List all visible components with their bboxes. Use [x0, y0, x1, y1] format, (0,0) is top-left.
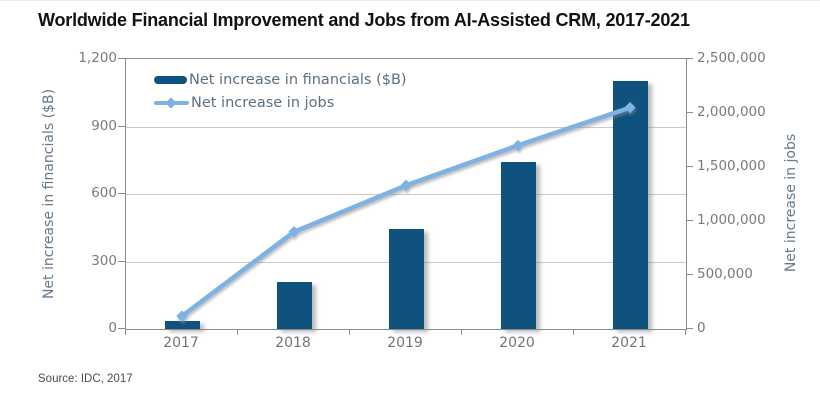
- legend-entry-label: Net increase in financials ($B): [189, 71, 407, 88]
- jobs-marker-2020: [512, 139, 524, 152]
- bar-2018: [277, 282, 312, 329]
- bar-2021: [613, 81, 648, 329]
- left-axis-tick-label: 600: [91, 185, 117, 201]
- legend-line-marker: [165, 96, 177, 109]
- right-axis-tick: [686, 220, 693, 221]
- left-axis-tick-label: 0: [108, 320, 117, 336]
- right-axis-tick: [686, 166, 693, 167]
- plot-area: Net increase in financials ($B) Net incre…: [125, 58, 687, 330]
- x-axis-tick: [125, 329, 126, 335]
- right-axis-tick: [686, 58, 693, 59]
- left-axis-title: Net increase in financials ($B): [41, 88, 57, 300]
- line-series: [176, 101, 636, 322]
- x-axis-tick: [237, 329, 238, 335]
- left-axis-tick: [118, 193, 125, 194]
- right-axis-tick-label: 2,000,000: [697, 104, 766, 120]
- right-axis-title: Net increase in jobs: [783, 133, 799, 273]
- right-axis-tick-label: 1,500,000: [697, 158, 766, 174]
- legend-entry: Net increase in jobs: [154, 91, 407, 114]
- x-axis-category-label: 2020: [499, 335, 535, 351]
- chart-title: Worldwide Financial Improvement and Jobs…: [38, 10, 690, 30]
- right-axis-tick-label: 500,000: [697, 266, 753, 282]
- legend-entry: Net increase in financials ($B): [154, 68, 407, 91]
- x-axis-category-label: 2017: [163, 335, 199, 351]
- x-axis-tick: [573, 329, 574, 335]
- left-axis-tick-label: 1,200: [78, 50, 117, 66]
- jobs-line: [179, 105, 633, 319]
- left-axis-tick: [118, 328, 125, 329]
- bar-2020: [501, 162, 536, 329]
- x-axis-tick: [461, 329, 462, 335]
- bar-2019: [389, 229, 424, 329]
- x-axis-category-label: 2021: [611, 335, 647, 351]
- gridline: [126, 194, 686, 195]
- left-axis-tick: [118, 126, 125, 127]
- gridline: [126, 126, 686, 128]
- bar-2017: [165, 321, 200, 329]
- x-axis-category-label: 2019: [387, 335, 423, 351]
- source-note: Source: IDC, 2017: [38, 373, 133, 385]
- right-axis-tick: [686, 274, 693, 275]
- right-axis-tick-label: 2,500,000: [697, 50, 766, 66]
- jobs-marker-2019: [400, 179, 412, 192]
- x-axis-tick: [685, 329, 686, 335]
- legend-line-swatch: [154, 96, 189, 110]
- right-axis-tick-label: 1,000,000: [697, 212, 766, 228]
- jobs-marker-2018: [288, 226, 300, 238]
- jobs-marker-2021: [624, 101, 636, 114]
- x-axis-tick: [349, 329, 350, 335]
- right-axis-tick: [686, 328, 693, 329]
- legend-bar-swatch: [154, 75, 187, 84]
- x-axis-category-label: 2018: [275, 335, 311, 351]
- right-axis-tick: [686, 112, 693, 113]
- left-axis-tick: [118, 261, 125, 262]
- right-axis-tick-label: 0: [697, 320, 706, 336]
- left-axis-tick-label: 900: [91, 118, 117, 134]
- left-axis-tick-label: 300: [91, 253, 117, 269]
- left-axis-tick: [118, 58, 125, 59]
- legend-entry-label: Net increase in jobs: [191, 94, 335, 111]
- legend: Net increase in financials ($B) Net incre…: [154, 68, 407, 114]
